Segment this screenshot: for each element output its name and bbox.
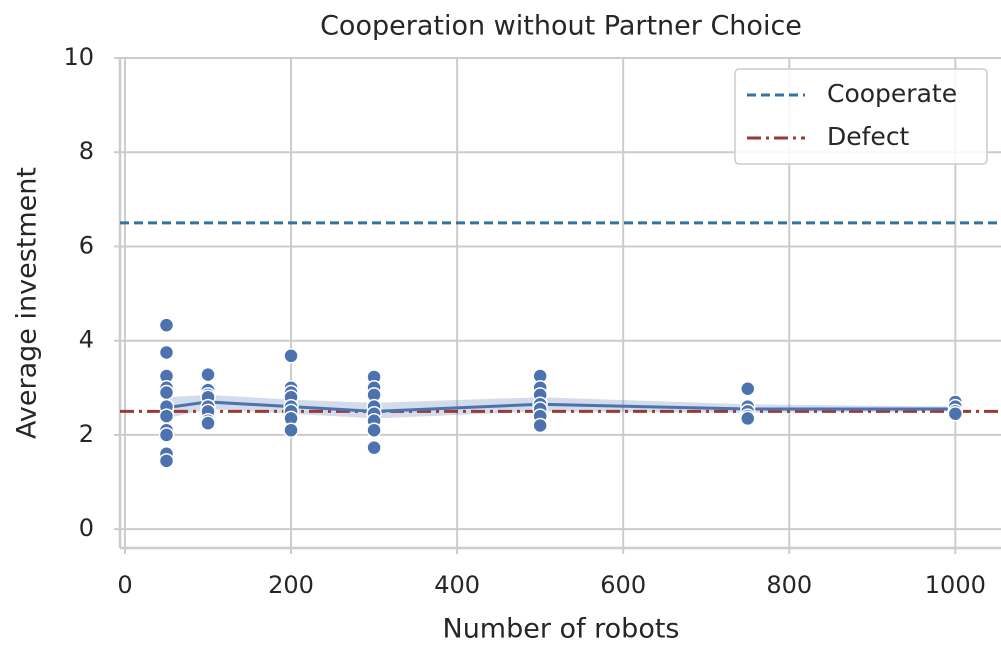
x-tick-label: 600	[600, 571, 646, 599]
x-tick-label: 0	[117, 571, 132, 599]
y-tick-label: 0	[79, 514, 94, 542]
legend-label: Cooperate	[827, 79, 957, 108]
x-tick-label: 200	[268, 571, 314, 599]
point	[366, 422, 382, 438]
point	[283, 348, 299, 364]
point	[158, 453, 175, 469]
y-tick-label: 2	[79, 420, 94, 448]
point	[158, 384, 175, 401]
chart-title: Cooperation without Partner Choice	[320, 11, 802, 42]
legend-label: Defect	[827, 122, 910, 151]
y-tick-label: 4	[79, 326, 94, 354]
point	[739, 381, 756, 397]
point	[200, 366, 216, 383]
point	[158, 344, 175, 361]
x-axis-label: Number of robots	[443, 614, 680, 645]
point	[200, 415, 216, 431]
point	[158, 427, 175, 443]
y-axis-label: Average investment	[12, 167, 43, 439]
point	[947, 405, 964, 422]
point	[158, 408, 175, 424]
y-tick-label: 6	[79, 231, 94, 259]
x-tick-label: 800	[766, 571, 812, 599]
x-tick-label: 1000	[925, 571, 986, 599]
x-tick-label: 400	[434, 571, 480, 599]
point	[158, 317, 175, 333]
point	[366, 439, 382, 456]
point	[283, 422, 299, 438]
point	[739, 410, 756, 427]
point	[532, 417, 548, 434]
y-tick-label: 8	[79, 137, 94, 165]
y-tick-label: 10	[63, 43, 94, 71]
legend-box	[734, 68, 988, 165]
